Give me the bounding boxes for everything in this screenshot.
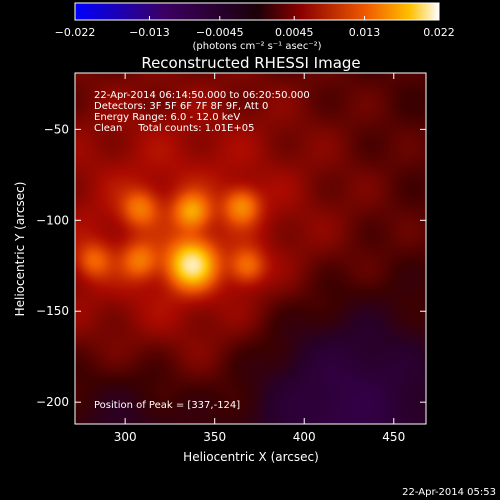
chart-title: Reconstructed RHESSI Image — [141, 54, 360, 72]
colorbar-tick-label: −0.013 — [129, 26, 170, 39]
plot-frame — [74, 72, 427, 425]
annotation-time-range: 22-Apr-2014 06:14:50.000 to 06:20:50.000 — [94, 90, 310, 101]
y-tick-label: −150 — [36, 304, 69, 318]
x-axis: 300 350 400 450 — [114, 73, 405, 444]
annotation-clean-counts: Clean Total counts: 1.01E+05 — [94, 123, 254, 134]
x-axis-label: Heliocentric X (arcsec) — [183, 450, 319, 464]
y-tick-label: −200 — [36, 395, 69, 409]
x-tick-label: 350 — [203, 430, 226, 444]
colorbar-tick-label: −0.022 — [55, 26, 96, 39]
x-tick-label: 400 — [293, 430, 316, 444]
footer-timestamp: 22-Apr-2014 05:53 — [402, 487, 496, 498]
colorbar-tick-label: 0.022 — [423, 26, 455, 39]
y-tick-label: −100 — [36, 213, 69, 227]
y-tick-label: −50 — [44, 122, 69, 136]
colorbar-ticks: −0.022 −0.013 −0.0045 0.0045 0.013 0.022 — [55, 16, 455, 39]
x-tick-label: 300 — [114, 430, 137, 444]
colorbar-gradient — [74, 2, 440, 21]
colorbar: −0.022 −0.013 −0.0045 0.0045 0.013 0.022 (pho… — [55, 2, 455, 52]
y-axis-label: Heliocentric Y (arcsec) — [13, 182, 27, 317]
colorbar-tick-label: 0.0045 — [275, 26, 314, 39]
colorbar-tick-label: −0.0045 — [196, 26, 244, 39]
colorbar-tick-label: 0.013 — [349, 26, 381, 39]
annotation-energy-range: Energy Range: 6.0 - 12.0 keV — [94, 112, 240, 123]
peak-position-label: Position of Peak = [337,-124] — [94, 400, 240, 411]
annotation-detectors: Detectors: 3F 5F 6F 7F 8F 9F, Att 0 — [94, 101, 268, 112]
annotation-block: 22-Apr-2014 06:14:50.000 to 06:20:50.000… — [94, 90, 310, 134]
x-tick-label: 450 — [382, 430, 405, 444]
heatmap-image — [75, 73, 426, 424]
y-axis: −50 −100 −150 −200 — [36, 122, 426, 409]
colorbar-units-label: (photons cm⁻² s⁻¹ asec⁻²) — [192, 41, 321, 52]
